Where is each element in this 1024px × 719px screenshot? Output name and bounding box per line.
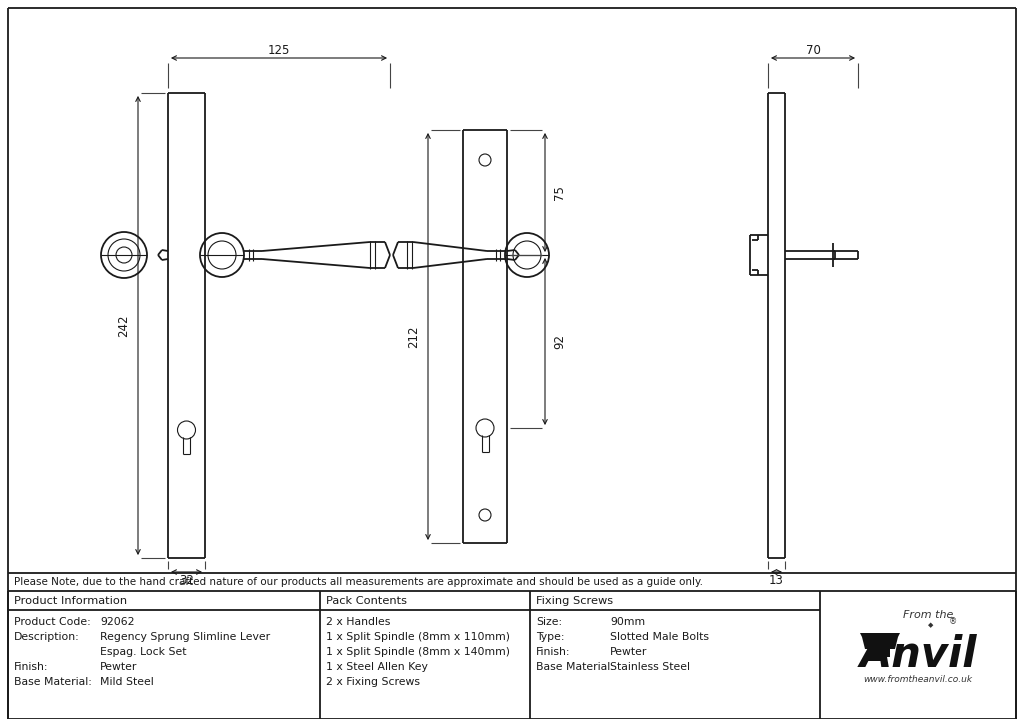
Text: 2 x Fixing Screws: 2 x Fixing Screws xyxy=(326,677,420,687)
Text: Pack Contents: Pack Contents xyxy=(326,595,407,605)
Text: 1 x Steel Allen Key: 1 x Steel Allen Key xyxy=(326,662,428,672)
Text: ®: ® xyxy=(949,618,957,626)
Text: Size:: Size: xyxy=(536,617,562,627)
Text: 92: 92 xyxy=(553,334,566,349)
Text: 13: 13 xyxy=(769,574,784,587)
Polygon shape xyxy=(862,637,898,657)
Text: Description:: Description: xyxy=(14,632,80,642)
Text: ◆: ◆ xyxy=(928,622,933,628)
Text: 125: 125 xyxy=(268,45,290,58)
Text: www.fromtheanvil.co.uk: www.fromtheanvil.co.uk xyxy=(863,675,973,684)
Text: Product Information: Product Information xyxy=(14,595,127,605)
Text: Base Material:: Base Material: xyxy=(14,677,92,687)
Text: Finish:: Finish: xyxy=(14,662,48,672)
Text: Anvil: Anvil xyxy=(859,634,977,676)
Text: Stainless Steel: Stainless Steel xyxy=(610,662,690,672)
Text: 90mm: 90mm xyxy=(610,617,645,627)
Text: Product Code:: Product Code: xyxy=(14,617,91,627)
Text: Type:: Type: xyxy=(536,632,564,642)
Text: Please Note, due to the hand crafted nature of our products all measurements are: Please Note, due to the hand crafted nat… xyxy=(14,577,703,587)
Text: 1 x Split Spindle (8mm x 110mm): 1 x Split Spindle (8mm x 110mm) xyxy=(326,632,510,642)
Text: 2 x Handles: 2 x Handles xyxy=(326,617,390,627)
Text: 242: 242 xyxy=(117,314,130,336)
Text: Espag. Lock Set: Espag. Lock Set xyxy=(100,647,186,657)
Text: 92062: 92062 xyxy=(100,617,134,627)
Text: Slotted Male Bolts: Slotted Male Bolts xyxy=(610,632,709,642)
Text: From the: From the xyxy=(903,610,953,620)
Text: Pewter: Pewter xyxy=(610,647,647,657)
Text: 70: 70 xyxy=(806,45,820,58)
Text: 212: 212 xyxy=(407,325,420,348)
Text: 32: 32 xyxy=(179,574,194,587)
Text: Fixing Screws: Fixing Screws xyxy=(536,595,613,605)
Polygon shape xyxy=(860,633,900,637)
Text: Base Material:: Base Material: xyxy=(536,662,613,672)
Text: Finish:: Finish: xyxy=(536,647,570,657)
Text: Mild Steel: Mild Steel xyxy=(100,677,154,687)
Text: Regency Sprung Slimline Lever: Regency Sprung Slimline Lever xyxy=(100,632,270,642)
Text: Pewter: Pewter xyxy=(100,662,137,672)
Text: 1 x Split Spindle (8mm x 140mm): 1 x Split Spindle (8mm x 140mm) xyxy=(326,647,510,657)
Text: 75: 75 xyxy=(553,185,566,200)
